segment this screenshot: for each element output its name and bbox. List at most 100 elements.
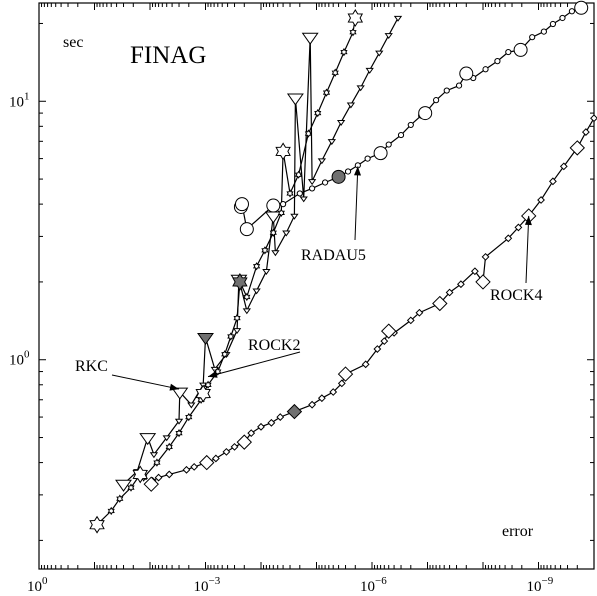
large-marker xyxy=(139,433,157,446)
small-marker xyxy=(346,102,356,109)
small-marker xyxy=(337,379,346,388)
small-marker xyxy=(154,473,163,482)
series-radau5 xyxy=(233,0,589,237)
small-marker xyxy=(373,345,382,353)
large-marker xyxy=(569,140,585,156)
small-marker xyxy=(222,447,231,456)
large-marker xyxy=(347,9,364,27)
series-rock4 xyxy=(143,114,597,492)
small-marker xyxy=(568,8,576,15)
small-marker xyxy=(165,470,174,479)
small-marker xyxy=(243,292,251,302)
small-marker xyxy=(116,494,124,503)
small-marker xyxy=(185,412,193,422)
series-line xyxy=(123,17,399,485)
large-marker xyxy=(475,274,491,290)
arrow-head xyxy=(208,370,218,378)
small-marker xyxy=(504,234,513,243)
large-marker xyxy=(266,198,281,213)
annotation-arrow xyxy=(354,166,359,241)
series-rock2 xyxy=(89,9,364,534)
large-marker xyxy=(236,434,252,450)
small-marker xyxy=(211,454,220,463)
large-marker xyxy=(234,197,249,212)
small-marker xyxy=(455,82,463,89)
annotation-arrow xyxy=(207,351,301,378)
small-marker xyxy=(182,465,191,474)
small-marker xyxy=(317,158,327,165)
small-marker xyxy=(549,20,557,28)
small-marker xyxy=(221,350,229,359)
small-marker xyxy=(267,418,276,427)
x-tick-label: 100 xyxy=(27,575,48,595)
x-tick-label: 10−9 xyxy=(527,575,554,595)
y-axis-label: sec xyxy=(63,34,83,51)
annotation-rkc: RKC xyxy=(75,358,108,375)
small-marker xyxy=(375,50,384,57)
small-marker xyxy=(279,201,287,208)
small-marker xyxy=(127,483,135,492)
small-marker xyxy=(443,87,450,94)
small-marker xyxy=(253,262,261,271)
small-marker xyxy=(482,66,489,73)
small-marker xyxy=(314,108,322,118)
small-marker xyxy=(227,332,235,341)
annotations-layer: RKC ROCK2 RADAU5 ROCK4 xyxy=(75,166,542,391)
small-marker xyxy=(356,85,365,92)
small-marker xyxy=(537,196,545,204)
annotation-arrow xyxy=(111,374,180,390)
small-marker xyxy=(286,189,294,198)
small-marker xyxy=(261,246,269,255)
large-marker xyxy=(513,42,528,57)
small-marker xyxy=(269,228,277,237)
small-marker xyxy=(327,139,336,146)
small-marker xyxy=(308,400,317,409)
small-marker xyxy=(505,48,512,56)
small-marker xyxy=(290,213,299,220)
highlighted-marker xyxy=(286,403,303,420)
small-marker xyxy=(233,313,241,323)
small-marker xyxy=(470,267,479,276)
small-marker xyxy=(407,121,414,129)
small-marker xyxy=(247,429,256,438)
small-marker xyxy=(340,47,348,57)
small-marker xyxy=(187,402,196,409)
small-marker xyxy=(494,58,501,65)
large-marker xyxy=(373,146,388,161)
large-marker xyxy=(199,454,215,471)
small-marker xyxy=(257,422,265,431)
small-marker xyxy=(540,28,547,35)
small-marker xyxy=(232,328,242,335)
large-marker xyxy=(195,384,211,403)
small-marker xyxy=(321,179,329,186)
arrow-head xyxy=(169,383,179,391)
small-marker xyxy=(365,67,374,74)
y-tick-label: 101 xyxy=(9,90,30,110)
small-marker xyxy=(344,168,352,175)
small-marker xyxy=(262,269,271,275)
large-marker xyxy=(337,366,354,382)
small-marker xyxy=(529,34,536,41)
small-marker xyxy=(317,394,326,403)
large-marker xyxy=(89,515,105,534)
small-marker xyxy=(175,428,183,438)
large-marker xyxy=(432,295,448,312)
small-marker xyxy=(384,33,393,40)
small-marker xyxy=(271,250,280,257)
annotation-arrow xyxy=(525,215,530,284)
small-marker xyxy=(361,360,370,369)
small-marker xyxy=(385,141,392,148)
small-marker xyxy=(242,308,251,315)
small-marker xyxy=(581,128,590,136)
large-marker xyxy=(275,142,291,161)
chart-title: FINAG xyxy=(130,42,206,69)
y-tick-label: 100 xyxy=(9,349,30,369)
small-marker xyxy=(481,252,490,261)
small-marker xyxy=(309,185,316,192)
small-marker xyxy=(107,506,115,516)
small-marker xyxy=(282,230,291,237)
small-marker xyxy=(393,15,403,22)
large-marker xyxy=(574,0,589,15)
highlighted-marker xyxy=(331,169,346,184)
